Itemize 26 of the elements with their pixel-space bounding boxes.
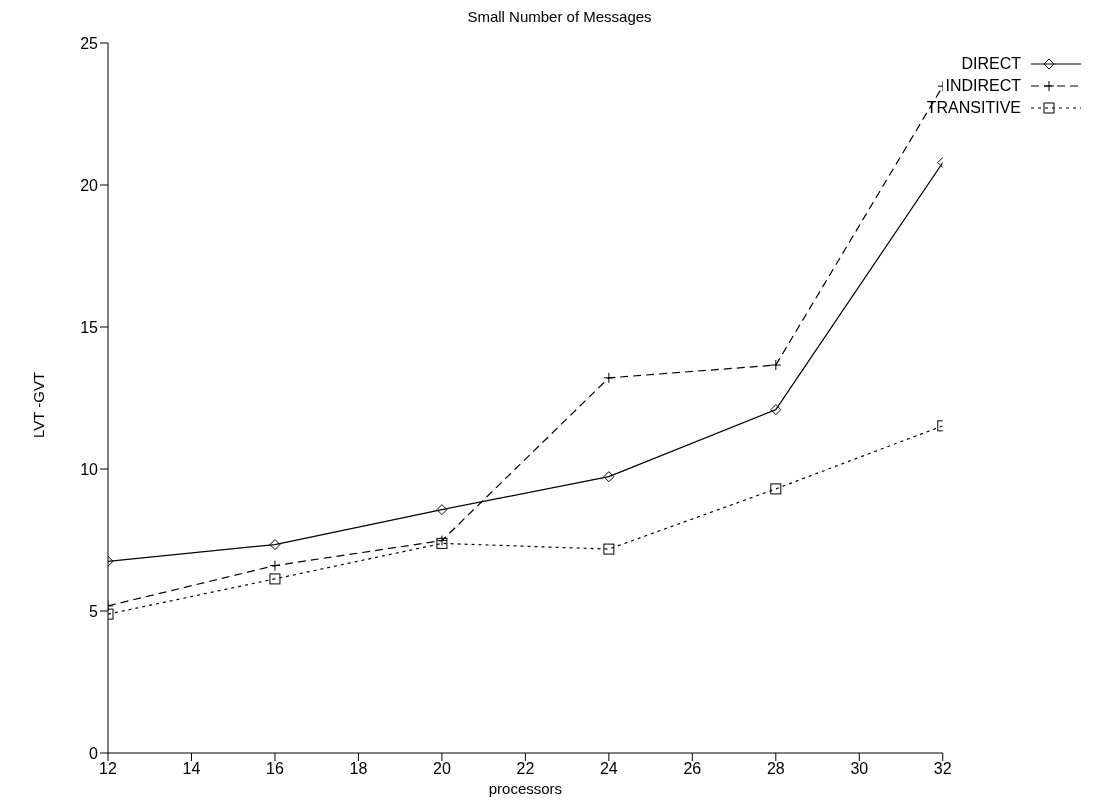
legend-label: DIRECT [961,54,1021,74]
point [770,483,782,495]
x-tick-label: 16 [266,760,284,778]
point [603,543,615,555]
legend-label: INDIRECT [945,76,1021,96]
y-tick-label: 25 [80,34,99,52]
x-tick-label: 30 [850,760,869,778]
chart-title: Small Number of Messages [466,8,653,25]
x-tick-label: 22 [516,760,535,778]
y-tick-label: 0 [89,744,99,762]
x-tick-label: 24 [599,760,618,778]
x-tick-label: 32 [933,760,952,778]
point [269,573,281,585]
y-tick-label: 5 [89,602,99,620]
y-axis-title: LVT -GVT [30,371,47,438]
y-tick-label: 15 [80,318,99,336]
legend-label: TRANSITIVE [926,98,1021,118]
x-axis-title: processors [488,780,563,797]
x-tick-label: 14 [182,760,201,778]
x-tick-label: 20 [433,760,451,778]
y-tick-label: 10 [80,460,99,478]
y-tick-label: 20 [80,176,99,194]
x-tick-label: 28 [766,760,785,778]
x-tick-label: 26 [683,760,702,778]
x-tick-label: 12 [99,760,117,778]
x-tick-label: 18 [349,760,368,778]
